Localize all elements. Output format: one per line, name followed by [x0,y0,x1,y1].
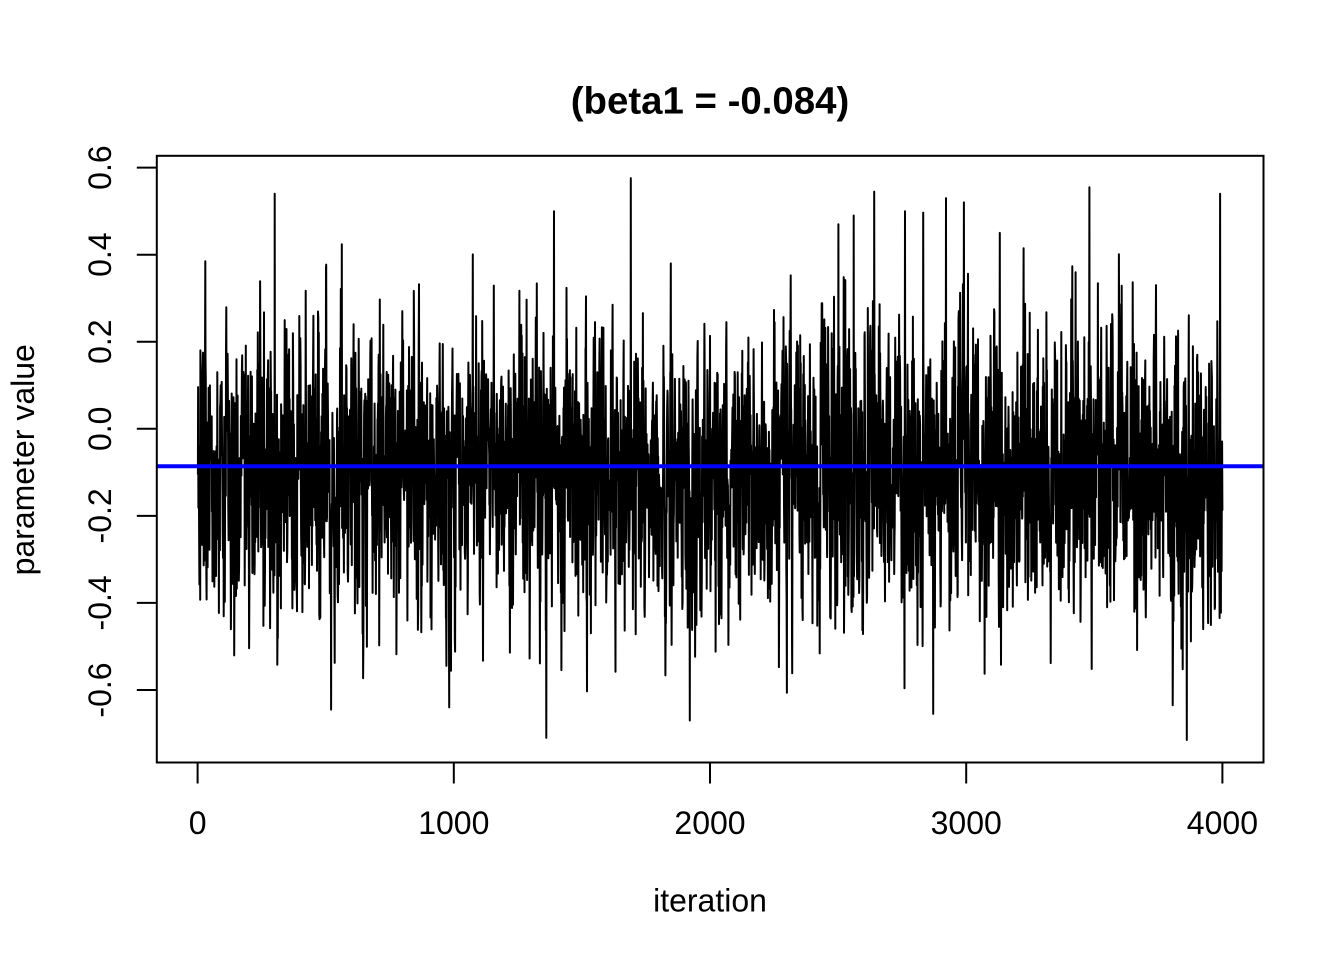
svg-text:iteration: iteration [653,882,767,918]
svg-text:-0.2: -0.2 [82,488,118,543]
svg-text:2000: 2000 [674,805,745,841]
svg-text:1000: 1000 [418,805,489,841]
svg-text:0: 0 [189,805,207,841]
svg-text:0.2: 0.2 [82,319,118,363]
svg-text:0.4: 0.4 [82,232,118,276]
svg-text:0.6: 0.6 [82,145,118,189]
svg-text:(beta1 = -0.084): (beta1 = -0.084) [571,80,849,123]
svg-text:4000: 4000 [1187,805,1258,841]
svg-text:parameter value: parameter value [5,344,41,575]
svg-text:-0.6: -0.6 [82,662,118,717]
svg-text:3000: 3000 [931,805,1002,841]
svg-text:-0.4: -0.4 [82,575,118,630]
svg-text:0.0: 0.0 [82,407,118,451]
